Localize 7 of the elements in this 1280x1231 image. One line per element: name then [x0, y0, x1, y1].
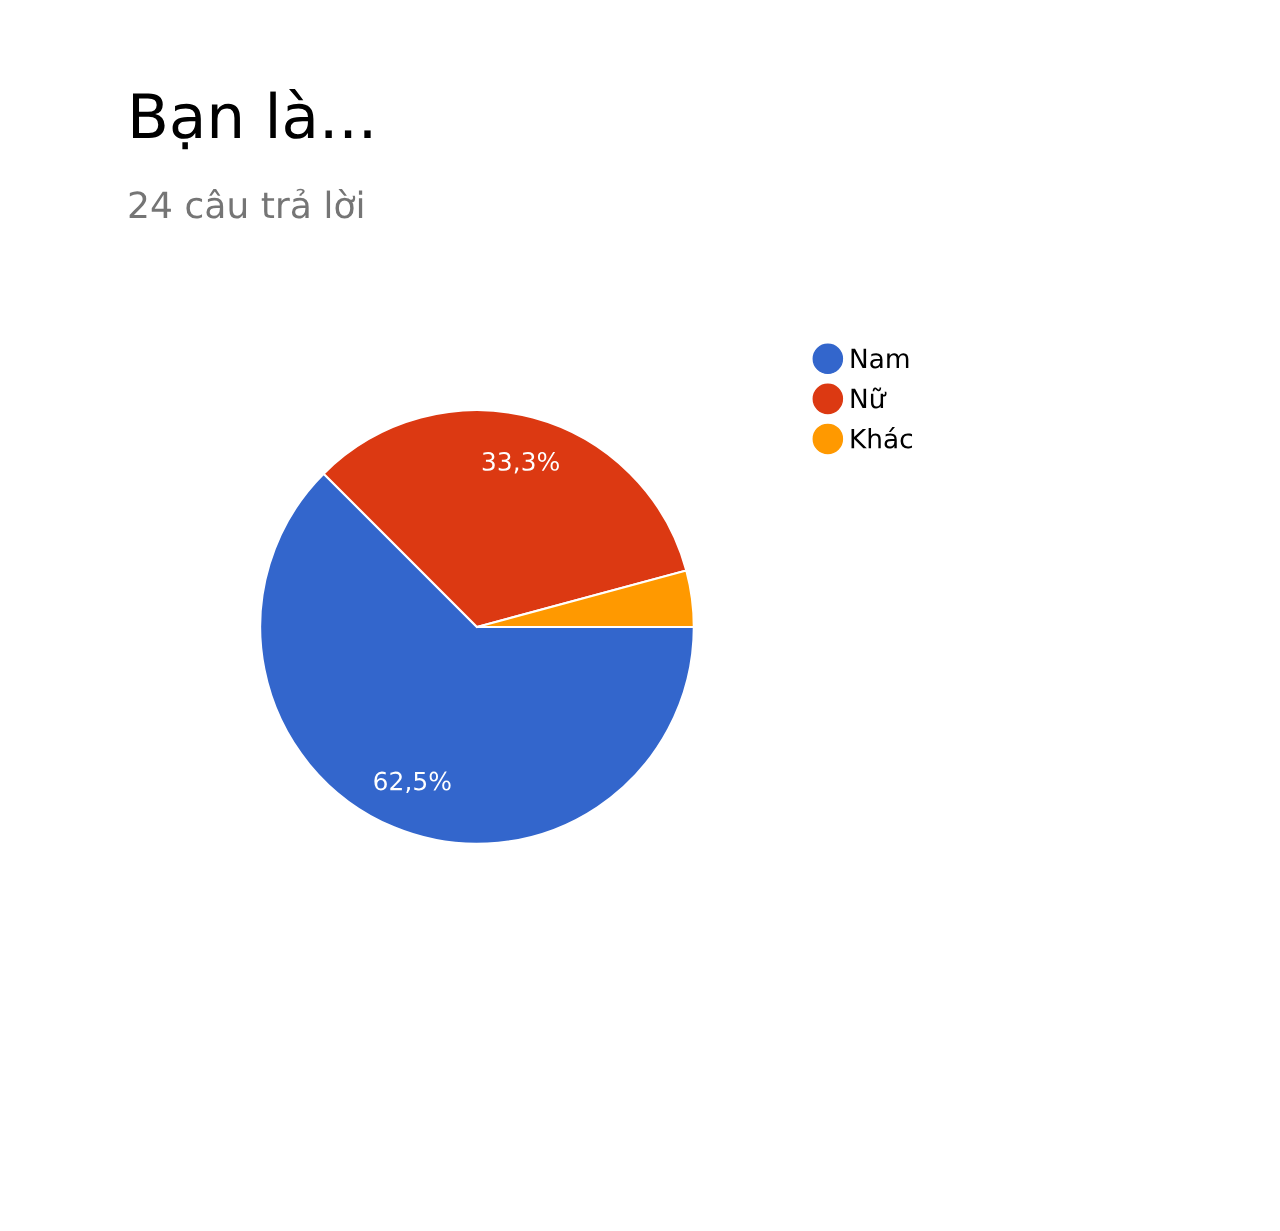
data-label: 33,3% — [482, 451, 559, 474]
legend-label: Khác — [851, 427, 913, 449]
legend-label: Nam — [851, 348, 909, 369]
data-label: 62,5% — [374, 771, 451, 794]
legend-label: Nữ — [851, 387, 887, 409]
chart-title: Bạn là... — [133, 89, 371, 150]
chart-subtitle: 24 câu trả lời — [129, 188, 363, 219]
